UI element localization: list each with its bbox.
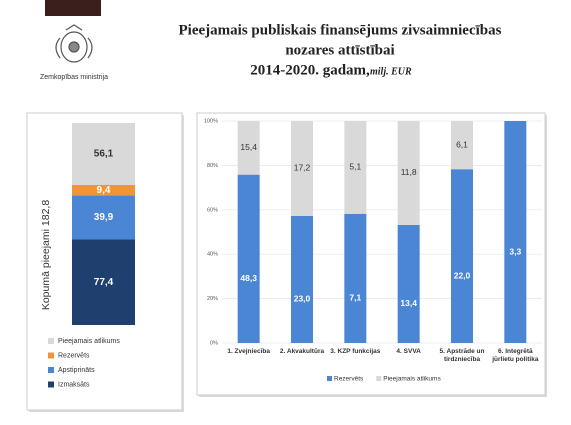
bar-segment — [397, 121, 420, 225]
x-tick-label: 3. KZP funkcijas — [330, 348, 381, 355]
value-label: 22,0 — [454, 270, 471, 280]
title-line: Pieejamais publiskais finansējums zivsai… — [179, 22, 502, 38]
title-years: 2014-2020. gadam, — [250, 62, 370, 78]
bar-segment — [72, 239, 135, 325]
legend-swatch — [48, 338, 54, 344]
value-label: 77,4 — [94, 277, 114, 288]
bar-segment — [72, 184, 135, 196]
legend-label: Pieejamais atlikums — [383, 376, 441, 383]
x-tick-label: 6. Integrētā jūrlietu politika — [492, 348, 539, 363]
title-line: nozares attīstībai — [285, 42, 394, 58]
value-label: 56,1 — [94, 149, 114, 160]
emblem — [55, 24, 93, 63]
legend-label: Rezervēts — [58, 352, 90, 359]
ministry-name: Zemkopības ministrija — [40, 74, 108, 81]
value-label: 23,0 — [294, 294, 311, 304]
x-tick-label: 5. Apstrāde un tirdzniecība — [439, 348, 485, 363]
x-tick-label: 4. SVVA — [396, 348, 421, 355]
x-tick-label: 2. Akvakultūra — [279, 348, 325, 355]
value-label: 15,4 — [240, 142, 257, 152]
value-label: 17,2 — [294, 163, 311, 173]
value-label: 9,4 — [97, 185, 111, 196]
value-label: 48,3 — [240, 273, 257, 283]
bar-segment — [291, 215, 313, 343]
bar-segment — [397, 224, 420, 343]
value-label: 6,1 — [456, 139, 468, 149]
legend-label: Izmaksāts — [58, 381, 90, 388]
bar-segment — [72, 123, 135, 185]
legend-label: Pieejamais atlikums — [58, 338, 120, 345]
value-label: 3,3 — [509, 246, 521, 256]
y-axis-label: Kopumā pieejami 182,8 — [40, 200, 52, 310]
legend-label: Apstiprināts — [58, 367, 95, 374]
bar-segment — [344, 213, 367, 343]
x-tick-label: 1. Zvejniecība — [227, 348, 270, 355]
bar-segment — [504, 121, 527, 343]
legend-swatch — [376, 376, 382, 381]
y-tick-label: 100% — [204, 118, 218, 124]
bar-segment — [291, 121, 313, 216]
legend-label: Rezervēts — [334, 376, 364, 383]
value-label: 11,8 — [401, 167, 417, 177]
bar-segment — [451, 121, 473, 170]
value-label: 13,4 — [400, 298, 417, 308]
legend-swatch — [48, 381, 54, 388]
y-tick-label: 40% — [207, 252, 218, 258]
title-unit: milj. EUR — [370, 66, 412, 77]
value-label: 7,1 — [349, 293, 361, 303]
legend-swatch — [327, 376, 332, 381]
value-label: 5,1 — [349, 162, 361, 172]
legend-swatch — [48, 352, 54, 359]
bar-segment — [72, 195, 135, 240]
legend-swatch — [48, 367, 54, 373]
bar-segment — [237, 174, 260, 343]
bar-segment — [451, 169, 473, 343]
bar-segment — [237, 121, 260, 175]
logo-band — [45, 0, 101, 16]
y-tick-label: 0% — [210, 340, 218, 346]
y-tick-label: 20% — [207, 296, 218, 302]
bar-segment — [344, 121, 367, 214]
y-tick-label: 80% — [207, 163, 218, 169]
value-label: 39,9 — [94, 212, 114, 223]
y-tick-label: 60% — [207, 207, 218, 213]
